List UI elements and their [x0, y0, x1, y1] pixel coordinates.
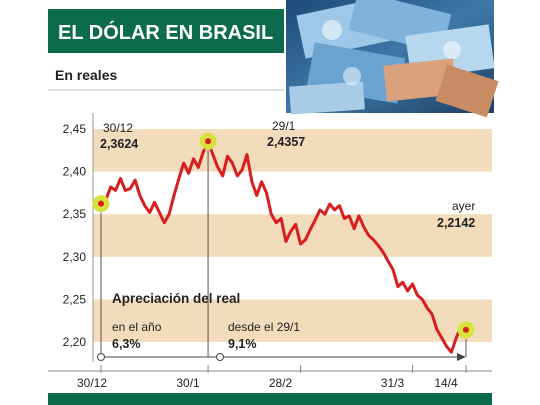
chart-subtitle: En reales [55, 67, 117, 83]
highlight-point-center [463, 326, 469, 333]
period-mid-marker [216, 353, 224, 361]
annotation-value-3: 2,2142 [437, 216, 475, 230]
y-tick-label: 2,35 [63, 207, 87, 221]
annotation-date-3: ayer [452, 199, 475, 213]
title-bar [48, 9, 284, 53]
x-tick-label: 14/4 [434, 376, 458, 390]
x-tick-label: 28/2 [269, 376, 293, 390]
grid-band [93, 129, 492, 172]
chart-title: EL DÓLAR EN BRASIL [58, 20, 273, 44]
banknotes-photo [286, 0, 499, 118]
annotation-value-1: 2,3624 [100, 137, 138, 151]
y-tick-label: 2,45 [63, 122, 87, 136]
annotation-date-1: 30/12 [103, 121, 133, 135]
footer-bar [48, 393, 492, 405]
highlight-point-center [205, 138, 212, 145]
apreciacion-title: Apreciación del real [112, 291, 240, 306]
period-value-2: 9,1% [228, 337, 257, 351]
period-value-1: 6,3% [112, 337, 141, 351]
period-label-2: desde el 29/1 [228, 320, 300, 334]
period-arrow-head [457, 353, 466, 361]
y-tick-label: 2,20 [63, 335, 87, 349]
period-label-1: en el año [112, 320, 162, 334]
period-start-marker [97, 353, 105, 361]
highlight-point-center [98, 200, 104, 207]
x-tick-label: 30/12 [77, 376, 107, 390]
y-tick-label: 2,30 [63, 250, 87, 264]
annotation-date-2: 29/1 [272, 119, 296, 133]
y-tick-label: 2,25 [63, 292, 87, 306]
annotation-value-2: 2,4357 [267, 135, 305, 149]
series-line [99, 140, 468, 354]
grid-band [93, 214, 492, 257]
x-tick-label: 30/1 [176, 376, 200, 390]
x-tick-label: 31/3 [381, 376, 405, 390]
y-tick-label: 2,40 [63, 165, 87, 179]
